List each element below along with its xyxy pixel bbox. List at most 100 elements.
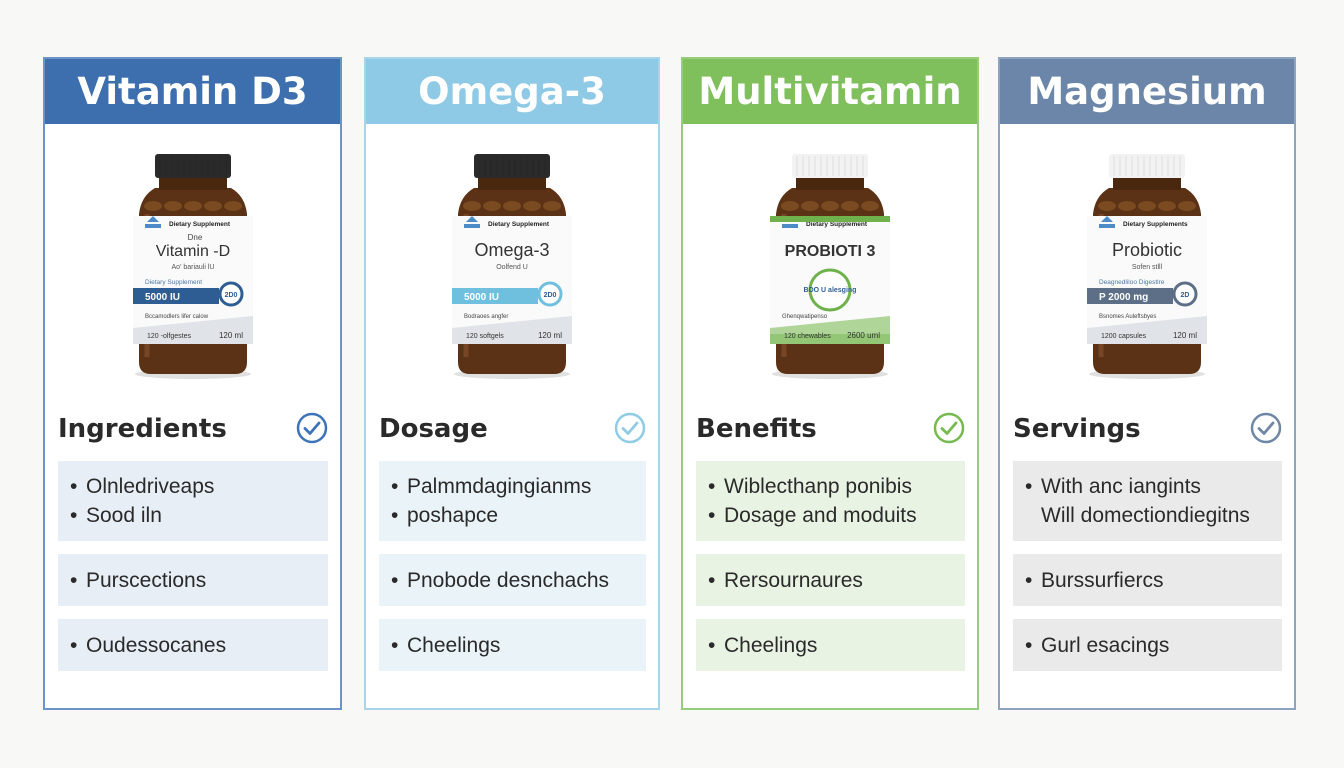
bottle-volume: 120 ml [1173, 331, 1197, 340]
info-list-item: • Dosage and moduits [708, 501, 953, 530]
info-text: Burssurfiercs [1041, 568, 1164, 592]
info-text: Purscections [86, 568, 207, 592]
card-title: Multivitamin [683, 59, 977, 124]
bullet-icon: • [391, 475, 399, 498]
bottle-badge: BDO U alesging [804, 287, 857, 294]
supplement-bottle-image: Dietary Supplement PROBIOTI 3 BDO U alesgi… [770, 154, 890, 379]
bullet-icon: • [70, 568, 78, 592]
info-text: Palmmdagingianms [407, 475, 592, 498]
bottle-dose: P 2000 mg [1099, 292, 1148, 303]
info-list-item: • poshapce [391, 501, 634, 530]
section-title: Dosage [379, 414, 488, 444]
bottle-dose: 5000 IU [145, 292, 180, 303]
bullet-icon: • [708, 568, 716, 592]
bottle-note: Ghenqwatipenso [782, 314, 828, 320]
info-list-item: Will domectiondiegitns [1025, 501, 1270, 530]
supplement-card: Multivitamin Dietary Supplement PROBIOTI 3… [681, 57, 979, 710]
info-list-item: • Cheelings [708, 631, 953, 660]
bottle-product-name: Vitamin -D [155, 243, 229, 260]
info-box: • Palmmdagingianms • poshapce [379, 461, 646, 541]
info-box: • Olnledriveaps • Sood iln [58, 461, 328, 541]
bottle-cap [792, 154, 868, 178]
check-circle-icon [614, 412, 646, 444]
bottle-count: 120 chewables [784, 333, 831, 340]
info-list-item: • Oudessocanes [70, 631, 316, 660]
bottle-product-name: Probiotic [1112, 240, 1182, 260]
bottle-count: 120 softgels [466, 333, 504, 340]
info-text: Pnobode desnchachs [407, 568, 609, 592]
supplement-bottle-image: Dietary Supplement Omega-3 Oolfend U 5000 I… [452, 154, 572, 379]
info-text: With anc iangints [1041, 475, 1201, 498]
supplement-card: Magnesium Dietary Supplements Probiotic Sof… [998, 57, 1296, 710]
info-list-item: • With anc iangints [1025, 472, 1270, 501]
info-list-item: • Wiblecthanp ponibis [708, 472, 953, 501]
bottle-brand: Dietary Supplement [806, 221, 868, 228]
bottle-volume: 120 ml [218, 331, 242, 340]
bottle-name-small: Dne [187, 233, 202, 242]
info-box: • Rersournaures [696, 554, 965, 606]
bottle-brand: Dietary Supplements [1123, 221, 1188, 228]
check-circle-icon [1250, 412, 1282, 444]
bottle-subname: Ao' bariauli lU [171, 264, 214, 271]
product-image-area: Dietary Supplement Dne Vitamin -D Ao' baria… [45, 124, 340, 404]
info-list-item: • Rersournaures [708, 566, 953, 595]
bottle-cap [1109, 154, 1185, 178]
bullet-icon: • [391, 633, 399, 657]
bullet-icon: • [1025, 568, 1033, 592]
info-text: Sood iln [86, 504, 162, 527]
bottle-badge: 2D [1181, 292, 1190, 299]
check-circle-icon [296, 412, 328, 444]
section-header: Benefits [683, 404, 977, 454]
bullet-icon: • [70, 475, 78, 498]
info-box: • Gurl esacings [1013, 619, 1282, 671]
info-list-item: • Burssurfiercs [1025, 566, 1270, 595]
supplement-card: Vitamin D3 Dietary Supplement Dne Vitamin -… [43, 57, 342, 710]
info-list-item: • Sood iln [70, 501, 316, 530]
bullet-icon: • [1025, 475, 1033, 498]
bottle-brand: Dietary Supplement [488, 221, 550, 228]
bottle-count: 120 -olfgestes [147, 333, 191, 340]
info-box: • With anc iangints Will domectiondiegitns [1013, 461, 1282, 541]
bullet-icon: • [70, 633, 78, 657]
bullet-icon: • [708, 633, 716, 657]
bullet-icon: • [708, 504, 716, 527]
section-header: Servings [1000, 404, 1294, 454]
bottle-subname: Sofen stlll [1132, 264, 1163, 271]
card-title: Magnesium [1000, 59, 1294, 124]
bottle-note: Bccamodlers lifer calow [145, 314, 209, 320]
info-text: Cheelings [724, 633, 818, 657]
info-box: • Purscections [58, 554, 328, 606]
card-title: Omega-3 [366, 59, 658, 124]
bottle-note: Bodraoes angfer [464, 314, 508, 320]
section-header: Ingredients [45, 404, 340, 454]
bullet-icon: • [391, 568, 399, 592]
info-list-item: • Palmmdagingianms [391, 472, 634, 501]
bullet-icon: • [708, 475, 716, 498]
info-box: • Pnobode desnchachs [379, 554, 646, 606]
bottle-volume: 120 ml [538, 331, 562, 340]
bullet-icon: • [1025, 633, 1033, 657]
bottle-line: Dietary Supplement [145, 279, 202, 286]
bottle-line: Deagnedliloo Digestlre [1099, 279, 1165, 286]
info-text: Gurl esacings [1041, 633, 1170, 657]
info-list-item: • Pnobode desnchachs [391, 566, 634, 595]
check-circle-icon [933, 412, 965, 444]
info-text: Cheelings [407, 633, 501, 657]
info-text: Will domectiondiegitns [1041, 504, 1250, 527]
section-title: Benefits [696, 414, 817, 444]
bottle-cap [154, 154, 231, 178]
bullet-icon: • [391, 504, 399, 527]
product-image-area: Dietary Supplements Probiotic Sofen stlll D… [1000, 124, 1294, 404]
bottle-volume: 2600 uml [847, 331, 880, 340]
info-list-item: • Purscections [70, 566, 316, 595]
bottle-subname: Oolfend U [496, 264, 528, 271]
info-box: • Wiblecthanp ponibis • Dosage and moduits [696, 461, 965, 541]
info-text: Olnledriveaps [86, 475, 215, 498]
product-image-area: Dietary Supplement Omega-3 Oolfend U 5000 I… [366, 124, 658, 404]
info-list-item: • Cheelings [391, 631, 634, 660]
section-title: Ingredients [58, 414, 227, 444]
bottle-count: 1200 capsules [1101, 333, 1147, 340]
info-text: Oudessocanes [86, 633, 227, 657]
product-image-area: Dietary Supplement PROBIOTI 3 BDO U alesgi… [683, 124, 977, 404]
